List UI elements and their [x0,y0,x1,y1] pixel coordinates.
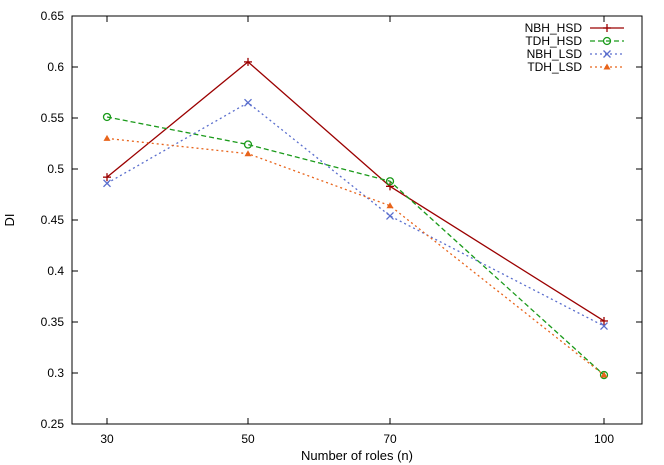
y-tick-label: 0.35 [41,315,65,329]
legend-label: NBH_LSD [527,47,583,61]
x-tick-label: 100 [594,432,614,446]
y-tick-label: 0.25 [41,417,65,431]
circle-marker [385,177,395,186]
y-tick-label: 0.4 [47,264,64,278]
x-axis: 30 50 70 100 [100,16,614,446]
plus-marker [244,57,252,66]
circle-marker [102,112,112,122]
x-marker [386,211,394,220]
series-line [106,101,605,327]
y-tick-label: 0.65 [41,9,65,23]
y-tick-label: 0.45 [41,213,65,227]
triangle-marker [103,134,111,141]
x-marker [603,50,611,58]
circle-marker [602,36,612,46]
y-tick-label: 0.5 [47,162,64,176]
series-line [106,61,605,322]
y-axis: 0.25 0.3 0.35 0.4 0.45 0.5 0.55 0.6 0.65 [41,9,642,431]
circle-marker [243,140,253,149]
y-tick-label: 0.3 [47,366,64,380]
series-tdh-hsd [102,112,609,380]
triangle-marker [244,150,252,157]
triangle-marker [603,63,611,70]
y-tick-label: 0.6 [47,60,64,74]
plus-marker [600,316,608,325]
plot-frame [71,15,643,425]
triangle-marker [600,371,608,378]
x-axis-label: Number of roles (n) [301,448,413,463]
y-tick-label: 0.55 [41,111,65,125]
plus-marker [103,173,111,182]
series-line [106,116,605,376]
series-line [106,137,605,376]
x-marker [244,98,252,107]
x-tick-label: 30 [100,432,114,446]
plus-marker [603,24,611,32]
plot-border [71,15,643,425]
plus-marker [386,182,394,191]
series-nbh-hsd [103,57,608,325]
y-axis-label: DI [2,214,17,227]
legend-label: NBH_HSD [525,21,583,35]
x-tick-label: 70 [383,432,397,446]
x-marker [600,322,608,331]
series-tdh-lsd [103,134,608,378]
legend-label: TDH_HSD [525,34,582,48]
legend-label: TDH_LSD [527,60,582,74]
series-layer [102,57,609,380]
x-tick-label: 50 [241,432,255,446]
x-marker [103,179,111,188]
triangle-marker [386,202,394,209]
series-nbh-lsd [103,98,608,331]
